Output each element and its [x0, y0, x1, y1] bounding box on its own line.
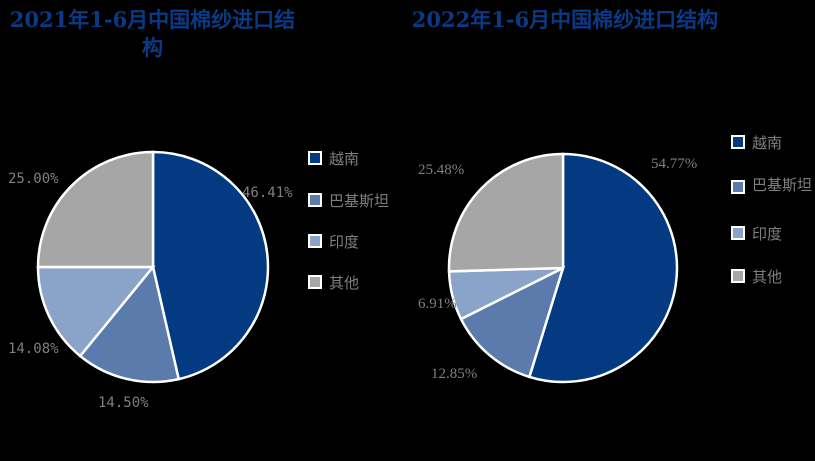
data-label-pakistan-2022: 12.85% — [431, 366, 478, 382]
pie-slice-其他 — [36, 150, 155, 269]
legend-swatch — [731, 135, 745, 149]
legend-item-vietnam-2022: 越南 — [731, 132, 782, 153]
pie-slice-巴基斯坦 — [78, 264, 181, 384]
legend-swatch — [308, 193, 322, 207]
legend-item-india-2022: 印度 — [731, 223, 782, 244]
legend-swatch — [308, 275, 322, 289]
data-label-vietnam-2021: 46.41% — [242, 185, 293, 201]
data-label-india-2021: 14.08% — [8, 341, 59, 357]
data-label-other-2022: 25.48% — [418, 162, 465, 178]
legend-swatch — [731, 226, 745, 240]
legend-item-other-2021: 其他 — [308, 272, 359, 293]
legend-label: 越南 — [329, 150, 360, 168]
legend-label: 印度 — [329, 233, 360, 251]
legend-swatch — [308, 234, 322, 248]
legend-item-pakistan-2021: 巴基斯坦 — [308, 190, 389, 211]
pie-slice-越南 — [151, 150, 270, 381]
data-label-other-2021: 25.00% — [8, 171, 59, 187]
legend-label: 其他 — [329, 274, 360, 292]
legend-item-pakistan-2022: 巴基斯坦 — [731, 176, 813, 196]
legend-item-other-2022: 其他 — [731, 266, 782, 287]
legend-swatch — [308, 151, 322, 165]
data-label-pakistan-2021: 14.50% — [98, 395, 149, 411]
pie-slice-印度 — [36, 265, 156, 358]
legend-label: 印度 — [752, 225, 783, 243]
pie-slice-巴基斯坦 — [459, 265, 566, 379]
legend-swatch — [731, 180, 745, 194]
chart-title-2021: 2021年1-6月中国棉纱进口结构 — [9, 7, 296, 60]
legend-item-vietnam-2021: 越南 — [308, 148, 359, 169]
legend-label: 越南 — [752, 134, 783, 152]
legend-swatch — [731, 269, 745, 283]
chart-title-2022: 2022年1-6月中国棉纱进口结构 — [411, 7, 719, 32]
pie-slice-越南 — [527, 152, 679, 384]
pie-slice-其他 — [447, 152, 565, 273]
legend-label: 巴基斯坦 — [752, 176, 813, 194]
legend-label: 巴基斯坦 — [329, 192, 390, 210]
legend-item-india-2021: 印度 — [308, 231, 359, 252]
data-label-india-2022: 6.91% — [418, 296, 457, 312]
legend-label: 其他 — [752, 268, 783, 286]
data-label-vietnam-2022: 54.77% — [651, 156, 698, 172]
